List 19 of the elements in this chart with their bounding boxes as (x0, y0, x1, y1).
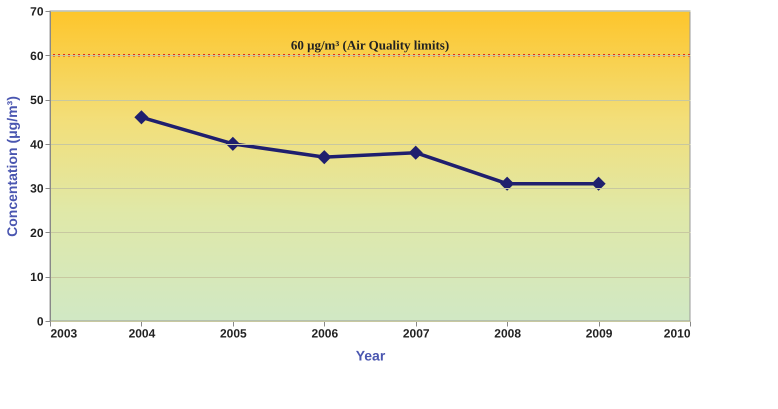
x-axis-title: Year (356, 348, 386, 364)
y-tick-label: 60 (30, 48, 44, 63)
x-tick-label: 2010 (664, 326, 691, 340)
x-tick-label: 2003 (50, 326, 78, 340)
x-tick-label: 2004 (128, 326, 156, 340)
y-tick-label: 50 (30, 93, 44, 108)
x-tick-label: 2006 (311, 326, 338, 340)
y-tick-label: 40 (30, 137, 44, 152)
y-tick-label: 20 (30, 226, 44, 240)
x-tick-label: 2005 (220, 326, 248, 340)
ref-line-label: 60 μg/m³ (Air Quality limits) (290, 37, 450, 52)
x-tick-label: 2007 (402, 326, 430, 340)
y-tick-label: 70 (30, 4, 44, 18)
y-tick-label: 30 (30, 182, 44, 196)
y-tick-label: 10 (30, 270, 44, 284)
y-axis-title: Concentation (μg/m³) (4, 96, 20, 237)
x-tick-label: 2008 (494, 326, 522, 340)
x-tick-label: 2009 (586, 326, 613, 340)
y-tick-label: 0 (36, 314, 44, 328)
